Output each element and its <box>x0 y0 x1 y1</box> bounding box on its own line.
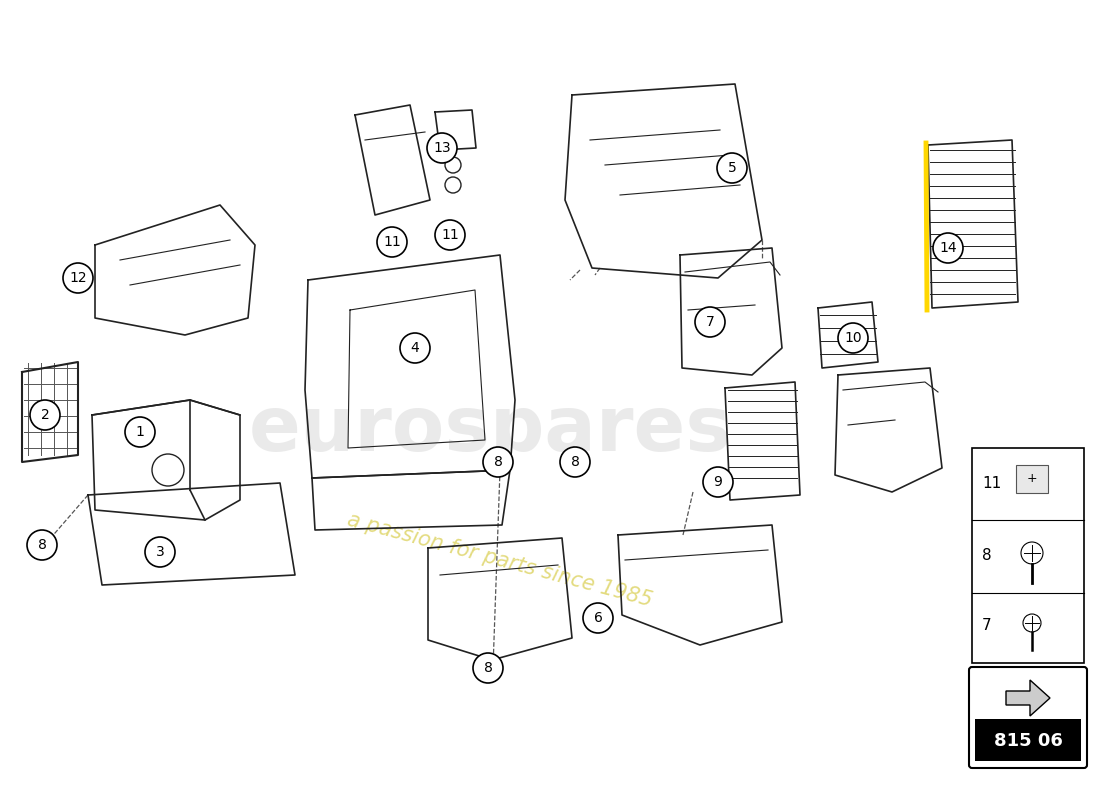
Text: 7: 7 <box>705 315 714 329</box>
Text: 815 06: 815 06 <box>993 732 1063 750</box>
FancyBboxPatch shape <box>972 448 1084 663</box>
Circle shape <box>400 333 430 363</box>
Text: a passion for parts since 1985: a passion for parts since 1985 <box>345 510 654 610</box>
Text: 10: 10 <box>844 331 861 345</box>
Circle shape <box>434 220 465 250</box>
Text: +: + <box>1026 473 1037 486</box>
Circle shape <box>933 233 962 263</box>
FancyBboxPatch shape <box>969 667 1087 768</box>
Circle shape <box>152 454 184 486</box>
Circle shape <box>1023 614 1041 632</box>
Text: 2: 2 <box>41 408 50 422</box>
Text: 11: 11 <box>383 235 400 249</box>
Circle shape <box>703 467 733 497</box>
FancyBboxPatch shape <box>1016 465 1048 493</box>
Text: 1: 1 <box>135 425 144 439</box>
Circle shape <box>63 263 94 293</box>
Circle shape <box>125 417 155 447</box>
Text: 11: 11 <box>982 475 1001 490</box>
Text: 8: 8 <box>37 538 46 552</box>
Text: 6: 6 <box>594 611 603 625</box>
Text: 3: 3 <box>155 545 164 559</box>
Text: 11: 11 <box>441 228 459 242</box>
Text: 8: 8 <box>982 549 991 563</box>
Circle shape <box>427 133 456 163</box>
Circle shape <box>838 323 868 353</box>
Circle shape <box>377 227 407 257</box>
Circle shape <box>30 400 60 430</box>
Text: 7: 7 <box>982 618 991 634</box>
FancyBboxPatch shape <box>975 719 1081 761</box>
Circle shape <box>483 447 513 477</box>
Text: 4: 4 <box>410 341 419 355</box>
FancyBboxPatch shape <box>975 673 1081 724</box>
Text: 9: 9 <box>714 475 723 489</box>
Circle shape <box>717 153 747 183</box>
Circle shape <box>1021 542 1043 564</box>
Circle shape <box>28 530 57 560</box>
Circle shape <box>145 537 175 567</box>
Text: 8: 8 <box>484 661 493 675</box>
Circle shape <box>473 653 503 683</box>
Text: 13: 13 <box>433 141 451 155</box>
Text: 14: 14 <box>939 241 957 255</box>
Circle shape <box>446 157 461 173</box>
Circle shape <box>446 177 461 193</box>
Text: 8: 8 <box>571 455 580 469</box>
Text: eurospares: eurospares <box>249 393 732 467</box>
Text: 8: 8 <box>494 455 503 469</box>
Text: 5: 5 <box>727 161 736 175</box>
Circle shape <box>560 447 590 477</box>
Circle shape <box>695 307 725 337</box>
Text: 12: 12 <box>69 271 87 285</box>
Polygon shape <box>1006 680 1050 716</box>
Circle shape <box>583 603 613 633</box>
